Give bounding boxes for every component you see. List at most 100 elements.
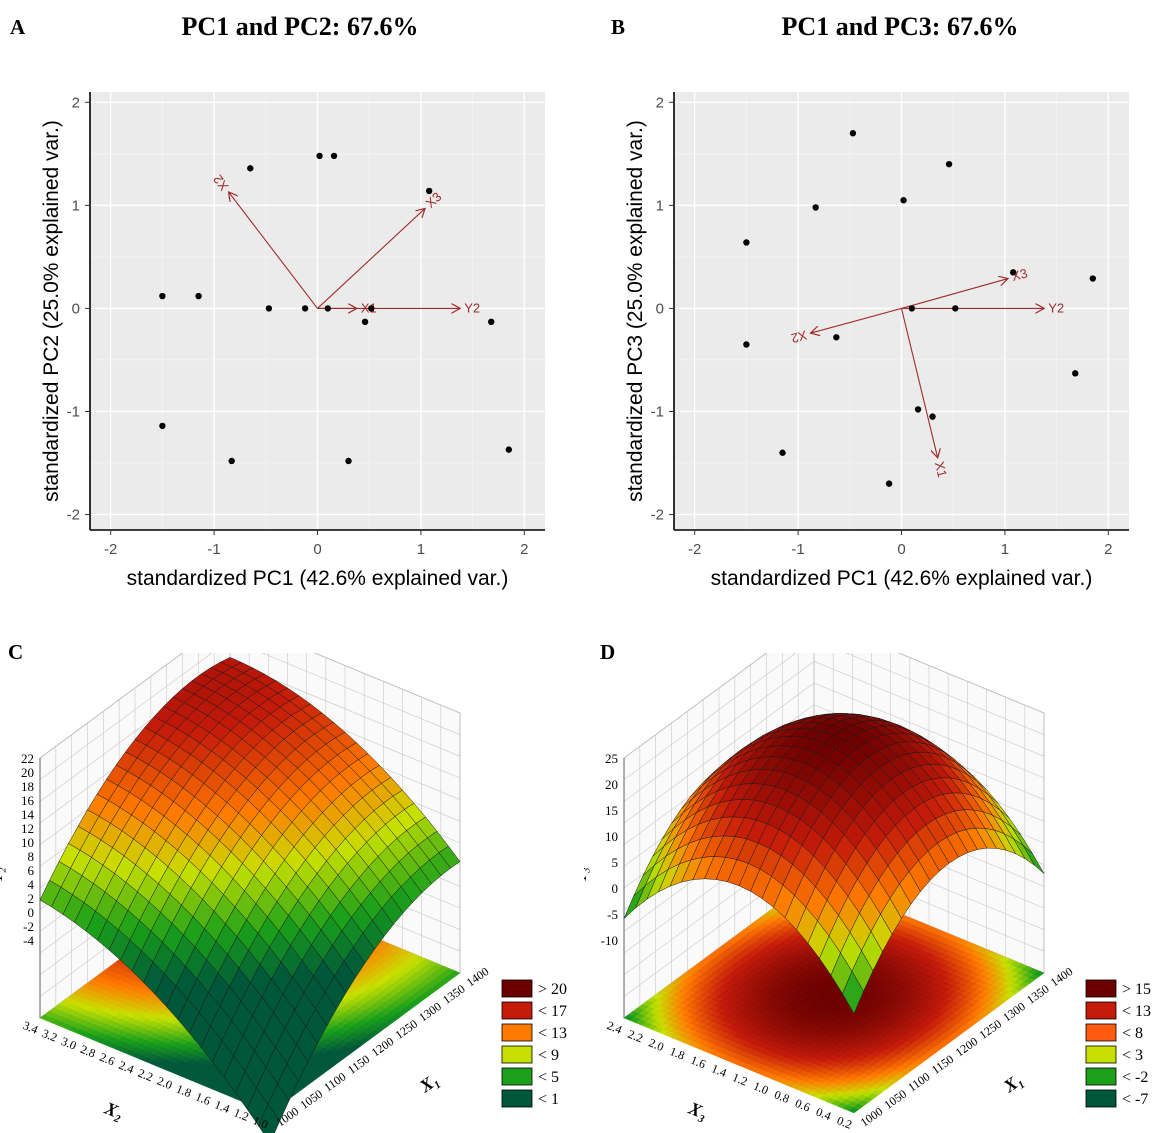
legend-label: < 1: [538, 1091, 559, 1108]
x-tick-label: -2: [688, 541, 701, 558]
legend-swatch: [501, 1023, 533, 1042]
data-point: [812, 204, 819, 211]
z-axis-label: Y₂: [0, 867, 6, 882]
z-tick-label: -4: [23, 933, 34, 948]
second-axis-tick-label: 1.0: [751, 1079, 770, 1098]
loading-label-y2: Y2: [1048, 300, 1064, 315]
panel-letter-d: D: [600, 640, 616, 664]
y-tick-label: -1: [67, 403, 80, 420]
y-axis-label: standardized PC3 (25.0% explained var.): [624, 120, 647, 502]
z-tick-label: 18: [21, 779, 34, 794]
z-tick-label: 0: [28, 905, 35, 920]
second-axis-tick-label: 1.8: [174, 1082, 193, 1101]
loading-arrow-x3: [317, 208, 426, 309]
data-point: [228, 457, 235, 465]
data-point: [914, 406, 922, 413]
surface-cell: [258, 1103, 280, 1133]
z-tick-label: 16: [21, 793, 35, 808]
second-axis-tick-label: 1.0: [251, 1113, 270, 1132]
data-point: [330, 152, 338, 160]
x1-tick-label: 1300: [1000, 999, 1028, 1024]
second-axis-tick-label: 0.8: [772, 1087, 791, 1106]
legend-swatch: [501, 1045, 533, 1064]
legend-label: > 15: [1122, 981, 1151, 998]
legend-label: < 9: [538, 1047, 559, 1064]
second-axis-tick-label: 1.2: [232, 1105, 251, 1124]
x1-axis-label: X₁: [999, 1069, 1026, 1096]
biplot-pc1-pc2: -2 -1 0 1 2 -2 -1 0 1 2 standardized PC1 (42.6% ex…: [40, 92, 545, 590]
x-tick-label: -1: [791, 541, 804, 558]
legend-swatch: [1085, 1023, 1117, 1042]
x-tick-label: 0: [313, 541, 321, 558]
x-tick-label: 2: [1104, 541, 1112, 558]
second-axis-label: X₂: [101, 1098, 126, 1124]
x1-tick-label: 1050: [297, 1087, 325, 1112]
wall-grid-line: [39, 653, 461, 759]
x-tick-label: -2: [104, 541, 117, 558]
legend-label: < 13: [1122, 1003, 1151, 1020]
x1-tick-label: 1350: [1024, 982, 1052, 1007]
loading-arrow-x2: [229, 192, 318, 309]
second-axis-tick-label: 0.2: [835, 1113, 854, 1132]
z-tick-label: 25: [605, 751, 618, 766]
second-axis-tick-label: 2.2: [626, 1027, 645, 1046]
x1-tick-label: 1000: [858, 1104, 886, 1129]
data-point: [779, 449, 786, 456]
x1-tick-label: 1400: [1048, 964, 1076, 989]
loading-label-y2: Y2: [464, 300, 480, 315]
loading-arrow-x3: [901, 279, 1009, 309]
data-point: [345, 457, 352, 465]
data-point: [900, 197, 907, 204]
data-point: [908, 305, 916, 312]
z-tick-label: 20: [605, 777, 618, 792]
data-point: [743, 341, 750, 348]
second-axis-tick-label: 0.4: [814, 1105, 833, 1124]
second-axis-tick-label: 3.4: [21, 1018, 40, 1037]
legend-label: < 17: [538, 1003, 567, 1020]
legend-swatch: [1085, 979, 1117, 998]
second-axis-label: X₃: [685, 1098, 710, 1124]
data-point: [368, 305, 375, 312]
data-point: [1089, 275, 1097, 282]
y-tick-label: 1: [656, 197, 664, 214]
data-point: [195, 292, 202, 300]
x1-tick-label: 1350: [440, 982, 468, 1007]
z-tick-label: 5: [612, 855, 619, 870]
second-axis-tick-label: 1.4: [710, 1061, 729, 1080]
x-axis-label: standardized PC1 (42.6% explained var.): [711, 567, 1093, 590]
legend-swatch: [1085, 1089, 1117, 1108]
x1-tick-label: 1200: [369, 1034, 397, 1059]
legend-label: < 3: [1122, 1047, 1143, 1064]
legend-swatch: [1085, 1045, 1117, 1064]
loading-label-x2: X2: [789, 327, 808, 346]
x1-axis-label: X₁: [415, 1069, 442, 1096]
second-axis-tick-label: 0.6: [793, 1096, 812, 1115]
loading-arrow-x1: [900, 308, 938, 457]
y-tick-label: 0: [656, 300, 664, 317]
response-surface-y2: -4-20246810121416182022Y₂100010501100115…: [0, 653, 567, 1133]
biplot-pc1-pc3: -2 -1 0 1 2 -2 -1 0 1 2 standardized PC1 (42.6% ex…: [624, 92, 1129, 590]
x-tick-label: 1: [1001, 541, 1009, 558]
panel-letter-c: C: [8, 640, 24, 664]
data-point: [316, 152, 323, 160]
second-axis-tick-label: 2.8: [78, 1042, 97, 1061]
x-tick-label: 1: [417, 541, 425, 558]
data-point: [945, 160, 953, 168]
legend-label: < -2: [1122, 1069, 1148, 1086]
data-point: [265, 305, 273, 312]
data-point: [247, 165, 254, 172]
z-tick-label: 10: [21, 835, 34, 850]
x1-tick-label: 1400: [464, 964, 492, 989]
second-axis-tick-label: 3.0: [59, 1034, 78, 1053]
y-tick-label: -1: [651, 403, 664, 420]
z-tick-label: 15: [605, 803, 618, 818]
second-axis-tick-label: 1.8: [668, 1044, 687, 1063]
x1-tick-label: 1250: [392, 1017, 420, 1042]
second-axis-tick-label: 2.6: [98, 1050, 117, 1069]
data-point: [743, 239, 750, 246]
z-tick-label: -2: [23, 919, 34, 934]
x1-tick-label: 1100: [321, 1069, 348, 1094]
data-point: [929, 413, 936, 420]
x1-tick-label: 1150: [345, 1052, 372, 1077]
data-point: [361, 318, 369, 326]
